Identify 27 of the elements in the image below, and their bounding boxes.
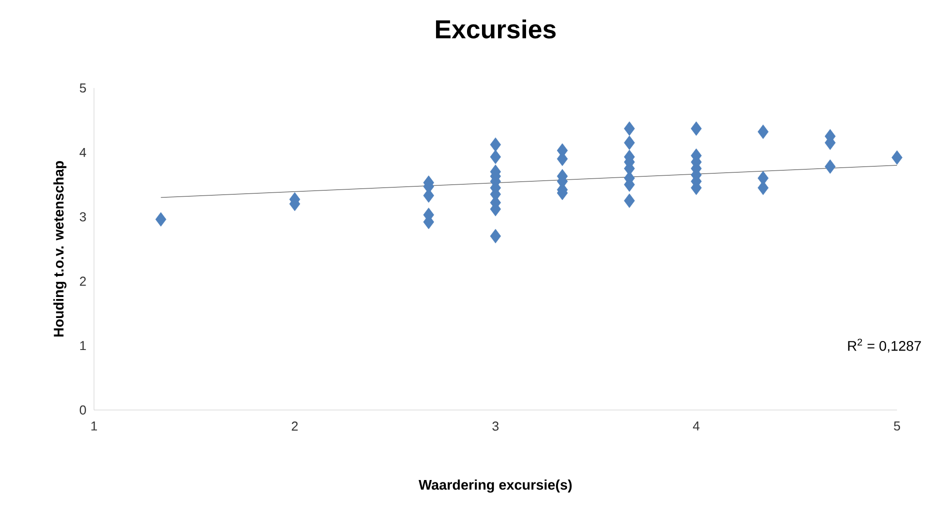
point <box>758 124 769 139</box>
y-axis-title: Houding t.o.v. wetenschap <box>53 161 66 337</box>
x-tick-label: 4 <box>692 422 700 430</box>
point <box>690 121 702 136</box>
y-tick-label: 0 <box>80 405 86 415</box>
y-tick-label: 5 <box>80 83 86 93</box>
x-tick-label: 2 <box>292 422 298 431</box>
point <box>490 228 501 244</box>
point <box>155 212 166 227</box>
y-tick-label: 3 <box>80 212 86 222</box>
y-tick-label: 4 <box>80 148 86 157</box>
x-tick-label: 1 <box>91 422 97 430</box>
point <box>490 150 501 164</box>
annotation: R$^{2}$ = 0,1287 <box>848 338 921 352</box>
point <box>624 194 635 208</box>
x-axis-title: Waardering excursie(s) <box>418 480 572 493</box>
point <box>624 136 635 150</box>
point <box>892 150 902 165</box>
point <box>824 159 836 174</box>
point <box>490 137 501 152</box>
y-tick-label: 1 <box>80 341 86 350</box>
chart-title: Excursies <box>436 19 556 38</box>
point <box>758 180 769 196</box>
x-tick-label: 5 <box>894 422 900 431</box>
y-tick-label: 2 <box>80 276 86 286</box>
x-tick-label: 3 <box>492 422 499 431</box>
point <box>624 121 635 136</box>
